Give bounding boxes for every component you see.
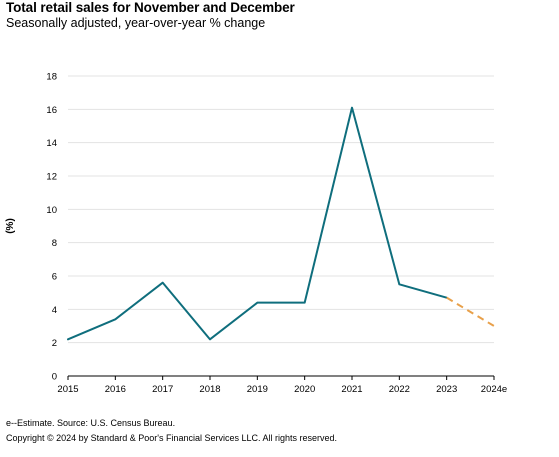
x-tick-label: 2021 bbox=[341, 384, 362, 395]
chart-subtitle: Seasonally adjusted, year-over-year % ch… bbox=[6, 16, 266, 30]
x-tick-label: 2019 bbox=[247, 384, 268, 395]
x-tick-label: 2018 bbox=[199, 384, 220, 395]
y-tick-label: 2 bbox=[52, 338, 57, 349]
y-tick-label: 18 bbox=[46, 72, 57, 83]
estimate-series-line bbox=[446, 296, 495, 327]
x-tick-label: 2020 bbox=[294, 384, 315, 395]
y-tick-label: 0 bbox=[52, 372, 57, 383]
tick-labels: 0 2 4 6 8 10 12 14 16 18 2015 2016 2017 2018 2019 2020 2… bbox=[46, 72, 507, 396]
x-tick-label: 2015 bbox=[57, 384, 78, 395]
footnote: e--Estimate. Source: U.S. Census Bureau. bbox=[6, 418, 176, 428]
y-tick-label: 14 bbox=[46, 138, 57, 149]
copyright: Copyright © 2024 by Standard & Poor's Fi… bbox=[6, 433, 338, 443]
axes bbox=[67, 375, 495, 380]
y-tick-label: 4 bbox=[52, 305, 57, 316]
x-tick-label: 2023 bbox=[436, 384, 457, 395]
y-tick-label: 8 bbox=[52, 238, 57, 249]
y-tick-label: 10 bbox=[46, 205, 57, 216]
y-axis-label: (%) bbox=[5, 218, 16, 234]
x-tick-label: 2022 bbox=[389, 384, 410, 395]
series-lines bbox=[67, 106, 495, 341]
y-tick-label: 6 bbox=[52, 272, 57, 283]
y-tick-label: 16 bbox=[46, 105, 57, 116]
x-tick-label: 2016 bbox=[105, 384, 126, 395]
y-tick-label: 12 bbox=[46, 172, 57, 183]
gridlines bbox=[68, 75, 494, 344]
x-tick-label: 2017 bbox=[152, 384, 173, 395]
actual-series-line bbox=[67, 106, 448, 341]
x-tick-label: 2024e bbox=[481, 384, 507, 395]
chart-title: Total retail sales for November and Dece… bbox=[6, 0, 295, 15]
